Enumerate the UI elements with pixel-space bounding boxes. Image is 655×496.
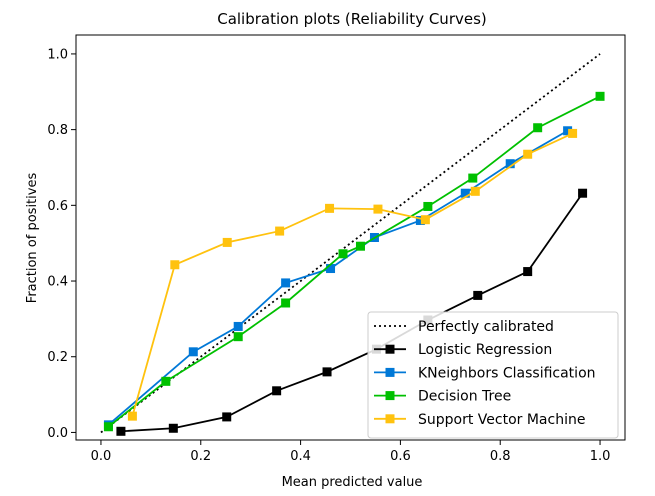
data-point <box>233 321 243 331</box>
data-point <box>161 376 171 386</box>
data-point <box>468 173 478 183</box>
series-line <box>100 53 601 434</box>
series-support-vector-machine <box>127 128 578 421</box>
data-point <box>473 290 483 300</box>
data-point <box>338 249 348 259</box>
y-axis-label: Fraction of positives <box>25 173 40 304</box>
legend-label: Perfectly calibrated <box>418 319 554 335</box>
legend-swatch-marker <box>385 414 395 424</box>
legend-item: Perfectly calibrated <box>374 319 554 335</box>
y-tick-label: 0.6 <box>47 199 68 214</box>
chart-title: Calibration plots (Reliability Curves) <box>217 10 487 28</box>
legend-label: Logistic Regression <box>418 342 552 358</box>
data-point <box>127 411 137 421</box>
y-tick-label: 1.0 <box>47 47 68 62</box>
y-tick-label: 0.0 <box>47 426 68 441</box>
legend-item: KNeighbors Classification <box>374 365 596 381</box>
plot-frame <box>75 34 626 441</box>
x-tick-label: 0.8 <box>490 449 511 464</box>
x-tick-label: 0.6 <box>390 449 411 464</box>
legend-swatch-marker <box>385 391 395 401</box>
data-point <box>470 186 480 196</box>
data-point <box>523 149 533 159</box>
data-point <box>415 215 425 225</box>
legend-label: Decision Tree <box>418 389 511 405</box>
data-point <box>373 204 383 214</box>
x-tick-label: 1.0 <box>590 449 611 464</box>
data-point <box>116 426 126 436</box>
legend-swatch-marker <box>385 367 395 377</box>
legend-label: Support Vector Machine <box>418 412 585 428</box>
data-point <box>578 188 588 198</box>
x-tick-label: 0.4 <box>290 449 311 464</box>
data-point <box>420 215 430 225</box>
data-point <box>222 412 232 422</box>
series-line <box>107 129 569 426</box>
data-point <box>523 267 533 277</box>
series-line <box>131 132 573 417</box>
y-tick-label: 0.8 <box>47 123 68 138</box>
legend-item: Logistic Regression <box>374 342 552 358</box>
x-tick-label: 0.0 <box>91 449 112 464</box>
data-point <box>563 126 573 136</box>
data-point <box>222 237 232 247</box>
series-decision-tree <box>103 91 605 432</box>
legend-label: KNeighbors Classification <box>418 365 596 381</box>
x-axis: 0.0 0.2 0.4 0.6 0.8 1.0 <box>91 440 611 464</box>
data-point <box>355 241 365 251</box>
y-axis: 0.0 0.2 0.4 0.6 0.8 1.0 <box>47 47 76 441</box>
legend-box <box>367 311 619 439</box>
data-point <box>188 347 198 357</box>
data-point <box>103 422 113 432</box>
data-point <box>460 188 470 198</box>
data-point <box>595 91 605 101</box>
data-point <box>322 367 332 377</box>
data-point <box>272 386 282 396</box>
data-point <box>326 264 336 274</box>
series-line <box>120 192 584 433</box>
legend-item: Support Vector Machine <box>374 412 585 428</box>
data-point <box>533 123 543 133</box>
y-tick-label: 0.4 <box>47 275 68 290</box>
data-point <box>170 260 180 270</box>
data-point <box>423 201 433 211</box>
data-point <box>325 203 335 213</box>
x-tick-label: 0.2 <box>190 449 211 464</box>
series-perfectly-calibrated <box>100 53 601 434</box>
data-point <box>233 332 243 342</box>
data-point <box>168 423 178 433</box>
legend-swatch-marker <box>385 344 395 354</box>
legend: Perfectly calibrated Logistic Regression K… <box>367 311 619 439</box>
x-axis-label: Mean predicted value <box>282 475 423 490</box>
data-point <box>568 128 578 138</box>
legend-item: Decision Tree <box>374 389 511 405</box>
data-point <box>275 226 285 236</box>
y-tick-label: 0.2 <box>47 350 68 365</box>
data-point <box>505 159 515 169</box>
data-point <box>281 278 291 288</box>
series-line <box>107 95 601 428</box>
data-point <box>281 298 291 308</box>
plot-area <box>100 53 605 436</box>
